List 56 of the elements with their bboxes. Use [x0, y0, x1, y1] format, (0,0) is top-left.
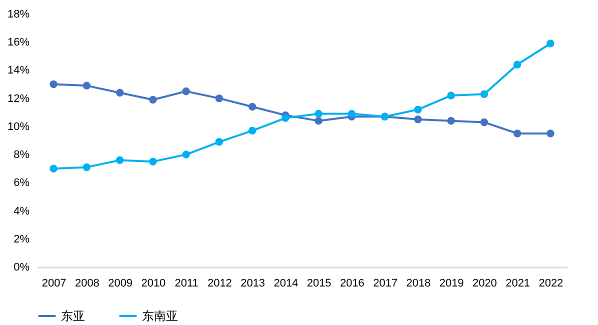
x-tick-label: 2022: [538, 278, 564, 290]
point: [182, 87, 190, 96]
point: [82, 82, 91, 90]
x-tick-label: 2012: [207, 278, 232, 290]
y-tick-label: 16%: [7, 36, 30, 49]
point: [314, 116, 322, 125]
point: [248, 102, 256, 111]
point: [50, 80, 58, 88]
legend-label: 东亚: [61, 309, 85, 323]
point: [513, 60, 522, 68]
x-tick-label: 2020: [472, 278, 497, 290]
point: [282, 114, 290, 122]
x-tick-label: 2015: [306, 278, 332, 290]
point: [348, 110, 356, 118]
point: [215, 138, 224, 146]
y-tick-label: 12%: [7, 92, 30, 105]
point: [50, 164, 58, 172]
point: [546, 40, 554, 48]
x-tick-label: 2017: [373, 278, 398, 290]
x-tick-label: 2019: [439, 278, 464, 290]
x-tick-label: 2021: [506, 278, 530, 290]
y-tick-label: 2%: [14, 233, 30, 246]
y-tick-label: 18%: [7, 8, 30, 20]
point: [82, 163, 91, 172]
point: [248, 126, 256, 135]
legend-label: 东南亚: [142, 309, 178, 323]
point: [447, 116, 455, 125]
point: [116, 88, 124, 97]
point: [513, 130, 522, 138]
point: [414, 106, 422, 114]
point: [447, 92, 455, 100]
x-tick-label: 2018: [406, 278, 431, 290]
point: [546, 130, 554, 138]
point: [314, 110, 322, 118]
point: [480, 118, 488, 126]
x-tick-label: 2016: [340, 278, 364, 290]
y-tick-label: 0%: [14, 262, 30, 274]
x-tick-label: 2008: [74, 278, 100, 290]
y-tick-label: 8%: [14, 149, 30, 162]
x-tick-label: 2007: [42, 278, 66, 290]
y-tick-label: 4%: [14, 205, 30, 218]
x-tick-label: 2011: [174, 278, 198, 290]
y-tick-label: 6%: [14, 177, 30, 190]
x-tick-label: 2014: [274, 278, 298, 290]
y-tick-label: 10%: [7, 120, 30, 133]
x-tick-label: 2013: [240, 278, 266, 290]
point: [149, 96, 157, 104]
point: [116, 156, 124, 164]
point: [149, 158, 157, 166]
point: [414, 116, 422, 124]
point: [480, 90, 488, 98]
point: [182, 150, 190, 158]
point: [215, 94, 224, 102]
x-tick-label: 2009: [108, 278, 133, 290]
y-tick-label: 14%: [7, 64, 30, 77]
x-tick-label: 2010: [141, 278, 166, 290]
